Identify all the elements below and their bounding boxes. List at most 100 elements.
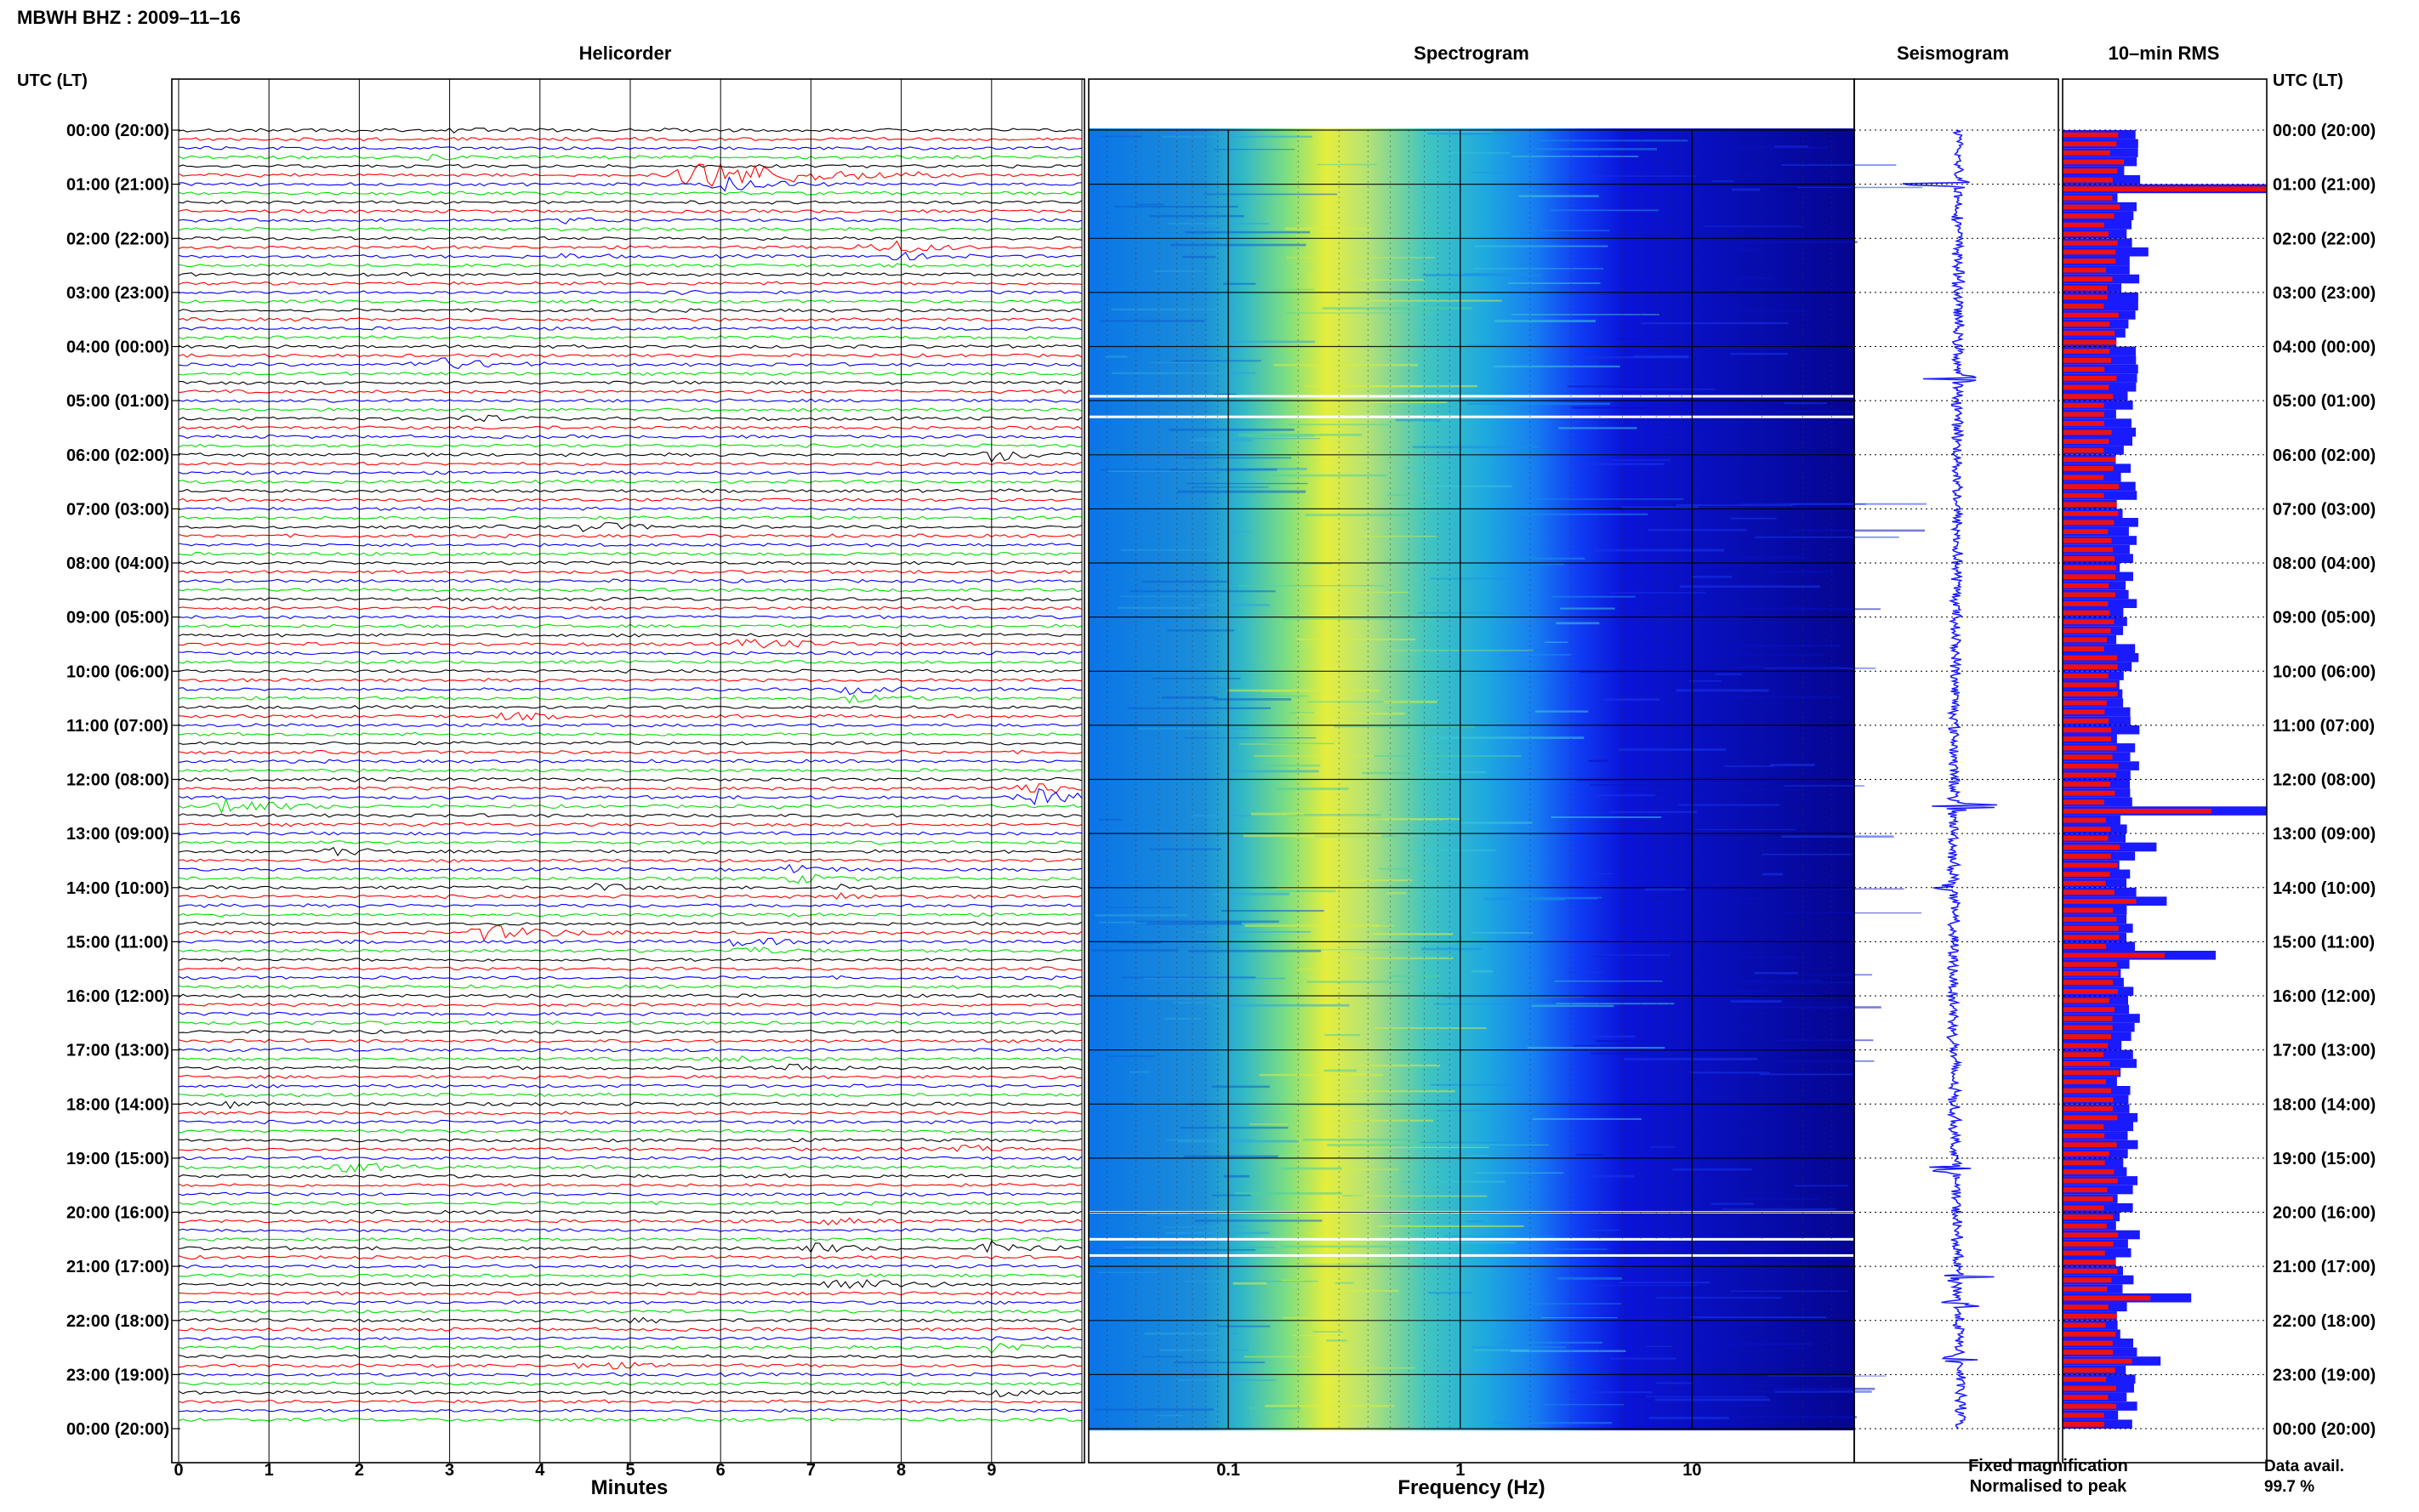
hour-label-right: 12:00 (08:00) xyxy=(2273,771,2376,790)
legend-normalised-to-peak: Normalised to peak xyxy=(1970,1477,2127,1496)
hour-label-left: 00:00 (20:00) xyxy=(66,122,169,140)
spectrogram-streak xyxy=(1584,355,1689,359)
spectrogram-gap xyxy=(1089,1237,1854,1241)
rms-bar-normalised xyxy=(2063,682,2117,688)
spectrogram-streak xyxy=(1302,563,1333,565)
spectrogram-streak xyxy=(1511,513,1648,515)
hour-label-right: 04:00 (00:00) xyxy=(2273,338,2376,357)
rms-bar-normalised xyxy=(2063,989,2118,994)
spectrogram-streak xyxy=(1471,1346,1566,1349)
rms-bar-normalised xyxy=(2063,412,2104,418)
spectrogram-streak xyxy=(1312,1331,1343,1333)
rms-bar-normalised xyxy=(2063,1196,2113,1202)
hour-label-left: 22:00 (18:00) xyxy=(66,1312,169,1331)
spectrogram-streak xyxy=(1781,164,1897,166)
rms-bar-normalised xyxy=(2063,1115,2118,1121)
spectrogram-streak xyxy=(1678,804,1779,806)
spectrogram-streak xyxy=(1467,402,1611,405)
spectrogram-streak xyxy=(1248,434,1315,437)
spectrogram-streak xyxy=(1494,896,1602,899)
spectrogram-streak xyxy=(1494,1422,1613,1424)
spectrogram-streak xyxy=(1575,1154,1603,1156)
spectrogram-streak xyxy=(1395,418,1441,422)
spectrogram-streak xyxy=(1608,810,1698,814)
spectrogram-streak xyxy=(1475,245,1608,247)
spectrogram-x-tick: 0.1 xyxy=(1216,1461,1240,1480)
spectrogram-gap xyxy=(1089,1253,1854,1257)
rms-bar-normalised xyxy=(2063,186,2267,192)
spectrogram-streak xyxy=(1154,270,1204,272)
rms-bar-normalised xyxy=(2063,592,2116,598)
spectrogram-streak xyxy=(1572,463,1665,466)
spectrogram-streak xyxy=(1169,429,1295,431)
spectrogram-streak xyxy=(1593,954,1671,956)
spectrogram-streak xyxy=(1776,974,1873,976)
spectrogram-streak xyxy=(1535,710,1589,713)
spectrogram-streak xyxy=(1177,1379,1276,1381)
hour-label-left: 11:00 (07:00) xyxy=(66,717,168,736)
spectrogram-streak xyxy=(1138,727,1249,730)
spectrogram-streak xyxy=(1730,1000,1782,1003)
spectrogram-streak xyxy=(1648,529,1747,531)
spectrogram-streak xyxy=(1121,976,1256,979)
rms-bar-normalised xyxy=(2063,782,2110,787)
spectrogram-streak xyxy=(1646,1345,1673,1347)
spectrogram-x-ticks: 0.1 1 10 xyxy=(1216,1461,1701,1480)
hour-label-right: 05:00 (01:00) xyxy=(2273,392,2376,411)
spectrogram-streak xyxy=(1689,1071,1770,1074)
rms-bar-normalised xyxy=(2063,1060,2110,1066)
hour-label-right: 21:00 (17:00) xyxy=(2273,1258,2376,1276)
spectrogram-streak xyxy=(1460,821,1533,824)
spectrogram-streak xyxy=(1754,972,1798,975)
spectrogram-streak xyxy=(1152,678,1241,679)
spectrogram-streak xyxy=(1739,241,1858,243)
spectrogram-streak xyxy=(1588,759,1608,762)
rms-bar-normalised xyxy=(2063,1332,2116,1337)
rms-bar-normalised xyxy=(2063,259,2116,264)
spectrogram-streak xyxy=(1113,1248,1256,1251)
spectrogram-streak xyxy=(1591,1035,1636,1038)
spectrogram-streak xyxy=(1334,725,1475,728)
spectrogram-streak xyxy=(1484,898,1565,901)
rms-bar-normalised xyxy=(2063,1160,2105,1166)
spectrogram-streak xyxy=(1796,186,1923,189)
spectrogram-streak xyxy=(1223,282,1256,285)
spectrogram-streak xyxy=(1731,188,1760,191)
spectrogram-streak xyxy=(1421,947,1482,951)
rms-bar-normalised xyxy=(2063,1015,2113,1021)
spectrogram-streak xyxy=(1574,1045,1648,1047)
spectrogram-streak xyxy=(1211,892,1289,895)
spectrogram-streak xyxy=(1274,949,1417,951)
rms-bar-normalised xyxy=(2063,907,2114,913)
spectrogram-streak xyxy=(1676,1132,1763,1134)
spectrogram-streak xyxy=(1770,764,1815,766)
spectrogram-streak xyxy=(1676,146,1828,149)
spectrogram-streak xyxy=(1532,1117,1642,1120)
rms-bar-normalised xyxy=(2063,1422,2104,1427)
spectrogram-streak xyxy=(1091,949,1179,952)
rms-bar-normalised xyxy=(2063,1377,2107,1382)
spectrogram-streak xyxy=(1223,1174,1249,1178)
spectrogram-streak xyxy=(1474,1172,1564,1174)
spectrogram-streak xyxy=(1196,438,1320,440)
spectrogram-streak xyxy=(1296,713,1405,715)
spectrogram-streak xyxy=(1181,255,1216,259)
rms-bar-normalised xyxy=(2063,439,2109,444)
spectrogram-streak xyxy=(1703,898,1762,900)
spectrogram-streak xyxy=(1318,1289,1399,1292)
spectrogram-streak xyxy=(1278,787,1349,791)
rms-bar-normalised xyxy=(2063,195,2113,201)
hour-label-right: 02:00 (22:00) xyxy=(2273,230,2376,248)
rms-bar-normalised xyxy=(2063,1305,2109,1310)
rms-bar-normalised xyxy=(2063,475,2104,480)
rms-bar-normalised xyxy=(2063,1205,2104,1211)
rms-bar-normalised xyxy=(2063,925,2119,931)
rms-bar-normalised xyxy=(2063,565,2116,571)
spectrogram-streak xyxy=(1144,1332,1238,1335)
spectrogram-streak xyxy=(1288,423,1392,426)
rms-bar-normalised xyxy=(2063,1403,2116,1409)
spectrogram-streak xyxy=(1471,969,1493,973)
rms-bar-normalised xyxy=(2063,1133,2105,1139)
rms-bar-normalised xyxy=(2063,1043,2109,1049)
spectrogram-streak xyxy=(1427,1292,1472,1294)
